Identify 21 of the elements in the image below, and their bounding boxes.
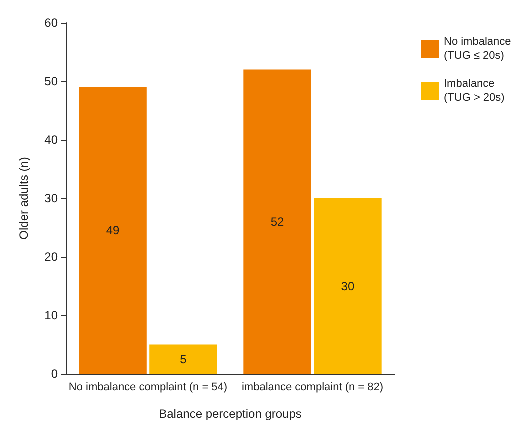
y-tick-label: 20 bbox=[44, 250, 58, 264]
bar bbox=[314, 198, 382, 374]
bar bbox=[79, 87, 147, 374]
data-label: 5 bbox=[180, 352, 188, 366]
legend-label: Imbalance (TUG > 20s) bbox=[444, 78, 505, 104]
y-tick-label: 30 bbox=[44, 192, 58, 206]
legend-label: No imbalance (TUG ≤ 20s) bbox=[444, 36, 512, 62]
y-tick-label: 60 bbox=[44, 16, 58, 30]
x-tick-label: No imbalance complaint (n = 54) bbox=[68, 382, 228, 394]
y-tick-label: 0 bbox=[51, 367, 58, 381]
y-tick-label: 40 bbox=[44, 133, 58, 147]
data-label: 49 bbox=[106, 224, 120, 238]
x-tick-label: imbalance complaint (n = 82) bbox=[242, 382, 384, 394]
data-label: 52 bbox=[270, 214, 285, 229]
x-axis-title: Balance perception groups bbox=[159, 407, 302, 421]
bar bbox=[244, 70, 312, 374]
bar bbox=[150, 344, 218, 374]
y-tick-label: 50 bbox=[44, 74, 58, 88]
y-axis-title: Older adults (n) bbox=[17, 157, 31, 240]
y-tick-label: 10 bbox=[44, 308, 58, 322]
data-label: 30 bbox=[341, 279, 355, 294]
